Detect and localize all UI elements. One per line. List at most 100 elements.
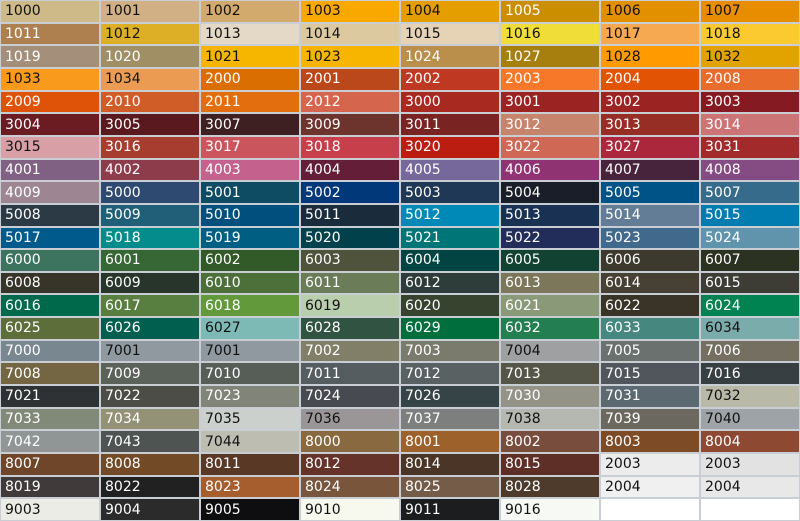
color-swatch: 7037 xyxy=(401,408,499,430)
color-swatch: 6009 xyxy=(101,272,199,294)
color-swatch: 7033 xyxy=(1,408,99,430)
color-swatch: 2003 xyxy=(701,454,799,475)
color-swatch: 1006 xyxy=(601,1,699,22)
color-swatch xyxy=(601,499,699,520)
color-swatch: 7026 xyxy=(401,386,499,407)
color-swatch: 1011 xyxy=(1,23,99,45)
color-swatch: 5019 xyxy=(201,227,299,249)
color-swatch: 5007 xyxy=(701,182,799,203)
color-swatch: 5017 xyxy=(1,227,99,249)
color-swatch: 5008 xyxy=(1,204,99,226)
color-swatch: 2004 xyxy=(701,476,799,498)
color-swatch: 5000 xyxy=(101,182,199,203)
color-swatch: 3017 xyxy=(201,136,299,158)
color-swatch: 7009 xyxy=(101,363,199,385)
color-swatch: 8028 xyxy=(501,476,599,498)
color-swatch: 4007 xyxy=(601,159,699,181)
color-swatch xyxy=(701,499,799,520)
color-swatch: 7043 xyxy=(101,431,199,453)
color-swatch: 1015 xyxy=(401,23,499,45)
color-swatch: 6002 xyxy=(201,250,299,271)
color-swatch: 5009 xyxy=(101,204,199,226)
color-swatch: 6016 xyxy=(1,295,99,317)
color-swatch: 5020 xyxy=(301,227,399,249)
color-swatch: 1004 xyxy=(401,1,499,22)
color-swatch: 3000 xyxy=(401,91,499,113)
color-swatch: 5022 xyxy=(501,227,599,249)
color-swatch: 1014 xyxy=(301,23,399,45)
color-swatch: 6005 xyxy=(501,250,599,271)
color-swatch: 1021 xyxy=(201,46,299,67)
color-swatch: 8007 xyxy=(1,454,99,475)
color-swatch: 8001 xyxy=(401,431,499,453)
color-swatch: 5002 xyxy=(301,182,399,203)
color-swatch: 6004 xyxy=(401,250,499,271)
color-swatch: 5001 xyxy=(201,182,299,203)
color-swatch: 3020 xyxy=(401,136,499,158)
color-swatch: 8008 xyxy=(101,454,199,475)
color-swatch: 2011 xyxy=(201,91,299,113)
color-swatch: 4001 xyxy=(1,159,99,181)
color-swatch: 5015 xyxy=(701,204,799,226)
color-swatch: 7038 xyxy=(501,408,599,430)
color-swatch: 6019 xyxy=(301,295,399,317)
color-swatch: 7022 xyxy=(101,386,199,407)
color-swatch: 1019 xyxy=(1,46,99,67)
color-swatch: 5004 xyxy=(501,182,599,203)
color-swatch: 3015 xyxy=(1,136,99,158)
color-swatch: 4005 xyxy=(401,159,499,181)
color-swatch: 1033 xyxy=(1,68,99,90)
color-swatch: 6013 xyxy=(501,272,599,294)
color-swatch: 6021 xyxy=(501,295,599,317)
color-swatch: 3004 xyxy=(1,114,99,135)
color-swatch: 4008 xyxy=(701,159,799,181)
color-swatch: 1016 xyxy=(501,23,599,45)
color-swatch: 6022 xyxy=(601,295,699,317)
color-swatch: 1032 xyxy=(701,46,799,67)
color-swatch: 2004 xyxy=(601,476,699,498)
color-swatch: 6018 xyxy=(201,295,299,317)
color-swatch: 3022 xyxy=(501,136,599,158)
color-swatch: 5005 xyxy=(601,182,699,203)
color-swatch: 6028 xyxy=(301,318,399,339)
color-swatch: 6025 xyxy=(1,318,99,339)
color-swatch: 7042 xyxy=(1,431,99,453)
color-swatch: 8023 xyxy=(201,476,299,498)
color-swatch: 1012 xyxy=(101,23,199,45)
color-swatch: 6007 xyxy=(701,250,799,271)
color-swatch: 2004 xyxy=(601,68,699,90)
color-swatch: 1017 xyxy=(601,23,699,45)
color-swatch: 8019 xyxy=(1,476,99,498)
color-swatch: 6017 xyxy=(101,295,199,317)
color-swatch: 9010 xyxy=(301,499,399,520)
color-swatch: 8024 xyxy=(301,476,399,498)
color-swatch: 8022 xyxy=(101,476,199,498)
color-swatch: 2003 xyxy=(501,68,599,90)
color-swatch: 9003 xyxy=(1,499,99,520)
color-swatch: 3013 xyxy=(601,114,699,135)
color-swatch: 7040 xyxy=(701,408,799,430)
color-swatch: 7011 xyxy=(301,363,399,385)
color-swatch: 9016 xyxy=(501,499,599,520)
color-swatch: 1005 xyxy=(501,1,599,22)
color-swatch: 6012 xyxy=(401,272,499,294)
color-swatch: 6003 xyxy=(301,250,399,271)
color-swatch: 6033 xyxy=(601,318,699,339)
color-swatch: 8004 xyxy=(701,431,799,453)
color-swatch: 7031 xyxy=(601,386,699,407)
color-swatch: 7010 xyxy=(201,363,299,385)
color-swatch: 1003 xyxy=(301,1,399,22)
color-swatch: 6006 xyxy=(601,250,699,271)
color-swatch: 8025 xyxy=(401,476,499,498)
color-swatch: 8003 xyxy=(601,431,699,453)
color-swatch: 3031 xyxy=(701,136,799,158)
color-swatch: 7016 xyxy=(701,363,799,385)
color-swatch: 7001 xyxy=(201,340,299,362)
color-swatch: 3012 xyxy=(501,114,599,135)
color-swatch: 6032 xyxy=(501,318,599,339)
color-swatch: 8014 xyxy=(401,454,499,475)
color-swatch: 1034 xyxy=(101,68,199,90)
color-swatch: 9005 xyxy=(201,499,299,520)
